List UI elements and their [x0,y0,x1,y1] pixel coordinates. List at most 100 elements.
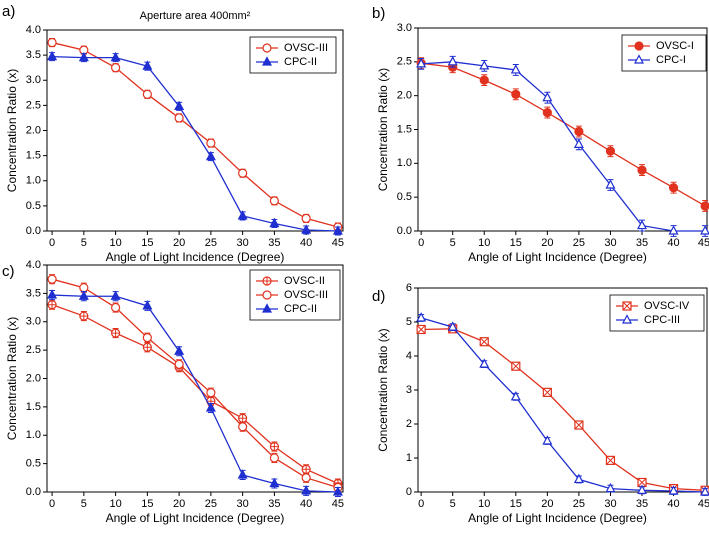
data-point [269,196,279,206]
x-tick-label: 25 [205,498,217,510]
x-tick-label: 0 [49,498,55,510]
data-point-cross [111,329,120,338]
y-tick-label: 0.0 [397,225,412,237]
data-point [447,56,458,66]
panel: 0.0 0.5 1.0 1.5 2.0 2.5 3.0 3.5 4.0 0 5 10 15 20 25 30 3… [2,259,344,525]
series-line [420,317,706,493]
y-tick-label: 2.5 [26,99,41,111]
legend-label: CPC-II [284,56,317,68]
legend-box [621,34,707,72]
legend-marker-x [622,301,632,311]
data-point [47,50,58,61]
y-tick-label: 0.0 [26,225,41,237]
data-point [174,359,184,369]
x-tick-label: 20 [173,237,185,249]
data-point [269,453,279,463]
data-point [510,391,521,401]
y-tick-label: 0.0 [26,486,41,498]
legend-marker [262,56,272,66]
data-point-x [479,337,489,347]
y-tick-label: 1.5 [26,150,41,162]
y-axis-title: Concentration Ratio (x) [376,68,390,191]
data-point [142,300,153,310]
data-point [637,165,647,175]
data-point [479,358,490,368]
data-point [238,422,248,432]
legend-marker [634,54,644,64]
y-tick-label: 3.0 [26,74,41,86]
series-line [52,55,338,232]
x-tick-label: 35 [636,237,648,249]
y-tick-label: 3.5 [26,287,41,299]
data-point [700,225,709,235]
data-point [78,290,89,300]
x-tick-label: 35 [636,498,648,510]
panel-label: b) [372,5,385,22]
x-axis-title: Angle of Light Incidence (Degree) [106,250,285,264]
data-point [668,225,679,235]
x-tick-label: 5 [450,498,456,510]
data-point [668,485,679,495]
data-point [479,60,490,70]
data-point [700,201,709,211]
data-point [511,89,521,99]
x-tick-label: 40 [300,237,312,249]
y-tick-label: 3.0 [397,22,412,34]
data-point [301,473,311,483]
y-tick-label: 3 [406,384,412,396]
x-tick-label: 5 [450,237,456,249]
y-tick-label: 2.5 [26,344,41,356]
data-point [205,150,216,161]
x-tick-label: 10 [478,498,490,510]
data-point [479,75,489,85]
legend-label: CPC-III [644,314,680,326]
x-tick-label: 10 [109,237,121,249]
y-tick-label: 1.0 [26,429,41,441]
data-point [47,289,58,299]
series-line [421,62,706,207]
legend-label: OVSC-II [284,275,325,287]
y-tick-label: 1.5 [26,401,41,413]
data-point-x [637,478,647,487]
x-tick-label: 0 [49,237,55,249]
x-tick-label: 10 [478,237,490,249]
data-point-cross [302,465,311,474]
legend-marker [262,290,272,300]
data-point [205,402,216,412]
y-tick-label: 4.0 [26,259,41,271]
y-tick-label: 4.0 [26,24,41,36]
data-point [542,435,553,445]
legend-label: OVSC-III [284,289,328,301]
legend-marker [622,314,632,324]
y-axis-title: Concentration Ratio (x) [5,317,19,440]
legend-label: OVSC-III [284,42,328,54]
data-point [573,138,584,148]
legend-box [609,294,705,332]
x-tick-label: 30 [604,498,616,510]
x-tick-label: 30 [237,237,249,249]
x-tick-label: 10 [109,498,121,510]
data-point [301,485,312,495]
y-tick-label: 1.0 [397,157,412,169]
panel: 0.0 0.5 1.0 1.5 2.0 2.5 3.0 0 5 10 15 20 25 30 35 40 45 A… [372,5,709,264]
data-point [332,225,343,235]
data-point [111,302,121,313]
data-point-cross [143,343,152,352]
y-tick-label: 0.5 [26,458,41,470]
x-tick-label: 15 [510,498,522,510]
x-tick-label: 20 [541,237,553,249]
legend-label: CPC-II [284,303,317,315]
y-tick-label: 5 [406,316,412,328]
x-tick-label: 45 [332,498,344,510]
data-point [700,486,709,496]
panel-label: c) [2,263,15,280]
data-point-cross [79,312,88,321]
data-point [174,100,185,110]
x-tick-label: 30 [237,498,249,510]
x-tick-label: 25 [573,498,585,510]
data-point [111,63,121,73]
y-tick-label: 1 [406,452,412,464]
data-point [542,91,553,102]
